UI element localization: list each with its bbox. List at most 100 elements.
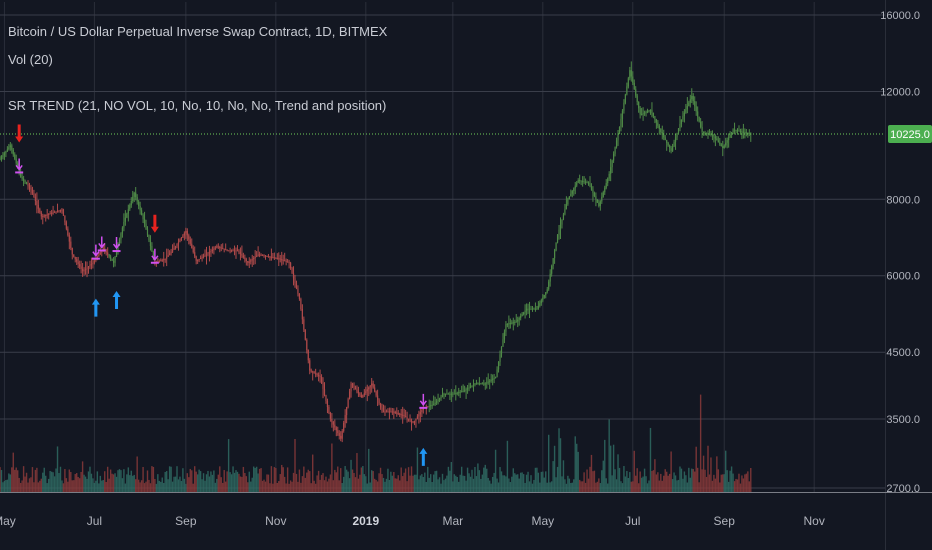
time-tick-label: Jul xyxy=(87,514,102,528)
candle-body xyxy=(587,182,590,184)
volume-bar xyxy=(424,472,426,492)
candle-body xyxy=(149,240,152,246)
candle-body xyxy=(534,308,537,310)
volume-bar xyxy=(272,483,274,492)
volume-bar xyxy=(261,480,264,492)
volume-bar xyxy=(372,471,374,492)
volume-bar xyxy=(397,475,399,492)
candle-body xyxy=(475,383,478,385)
candle-body xyxy=(127,209,129,214)
candle-body xyxy=(558,229,560,235)
candle-body xyxy=(493,377,495,379)
volume-bar xyxy=(559,438,562,492)
candle-body xyxy=(269,256,271,258)
candle-body xyxy=(107,252,109,255)
time-axis[interactable]: May Jul Sep Nov 2019 Mar May Jul Sep Nov xyxy=(0,514,825,528)
volume-bar xyxy=(694,471,696,492)
candle-body xyxy=(28,185,31,188)
volume-bar xyxy=(226,471,228,492)
candle-body xyxy=(626,86,628,95)
candle-body xyxy=(595,196,597,200)
volume-bar xyxy=(596,481,599,492)
candle-body xyxy=(692,95,694,102)
volume-bar xyxy=(219,466,221,492)
candle-body xyxy=(315,373,317,375)
volume-bar xyxy=(463,475,466,492)
candle-body xyxy=(701,126,703,133)
volume-bar xyxy=(356,453,358,492)
candle-body xyxy=(511,322,513,324)
volume-bar xyxy=(202,473,205,492)
volume-bar xyxy=(406,481,408,492)
volume-bar xyxy=(537,472,540,492)
candle-body xyxy=(462,390,464,392)
volume-bar xyxy=(542,471,544,492)
volume-bar xyxy=(683,471,686,492)
candle-body xyxy=(161,259,163,261)
volume-bar xyxy=(483,467,485,492)
price-tick-label: 2700.0 xyxy=(886,483,920,495)
candle-body xyxy=(335,427,337,431)
candle-body xyxy=(472,384,475,386)
candle-body xyxy=(509,323,511,325)
candle-body xyxy=(238,250,240,253)
volume-bar xyxy=(688,467,690,492)
volume-bar xyxy=(400,467,402,492)
volume-bar xyxy=(455,475,457,492)
time-tick-label: Sep xyxy=(714,514,736,528)
candle-body xyxy=(86,267,88,269)
volume-bar xyxy=(101,480,103,492)
trend-marker-icon xyxy=(15,158,23,171)
volume-bar xyxy=(289,480,292,492)
candle-body xyxy=(621,110,624,119)
candle-body xyxy=(146,229,149,235)
legend-volume[interactable]: Vol (20) xyxy=(8,52,53,67)
price-series xyxy=(0,61,752,443)
candle-body xyxy=(360,395,362,398)
volume-bar xyxy=(250,481,252,492)
volume-bar xyxy=(469,476,472,492)
candle-body xyxy=(58,210,60,212)
volume-bar xyxy=(716,456,718,492)
buy-arrow-icon xyxy=(112,291,121,310)
candle-body xyxy=(399,413,401,415)
candle-body xyxy=(354,387,357,390)
candle-body xyxy=(266,255,268,257)
volume-bar xyxy=(735,478,737,492)
candle-body xyxy=(738,130,740,132)
candle-body xyxy=(517,319,519,322)
chart-title[interactable]: Bitcoin / US Dollar Perpetual Inverse Sw… xyxy=(8,24,388,39)
candle-body xyxy=(523,312,525,315)
candle-body xyxy=(256,255,258,257)
candle-body xyxy=(278,258,280,260)
volume-bar xyxy=(244,472,246,492)
candle-body xyxy=(711,134,714,136)
price-axis[interactable]: 16000.0 12000.0 8000.0 6000.0 4500.0 3500.0 27… xyxy=(880,10,920,495)
candle-body xyxy=(390,411,392,413)
candle-body xyxy=(695,106,697,112)
candle-body xyxy=(36,201,38,205)
volume-bar xyxy=(350,459,352,492)
candle-body xyxy=(577,180,579,183)
candle-body xyxy=(117,245,119,252)
volume-bar xyxy=(117,470,119,492)
volume-bar xyxy=(719,482,721,492)
volume-bar xyxy=(446,475,448,492)
legend-indicator[interactable]: SR TREND (21, NO VOL, 10, No, 10, No, No… xyxy=(8,98,387,113)
candle-body xyxy=(288,262,290,264)
candle-body xyxy=(394,412,396,414)
volume-bar xyxy=(381,474,383,492)
volume-bar xyxy=(344,466,346,492)
candle-body xyxy=(33,193,35,198)
volume-bar xyxy=(441,473,444,492)
candle-body xyxy=(46,214,48,216)
candle-body xyxy=(241,253,243,256)
volume-bar xyxy=(323,480,326,492)
volume-bar xyxy=(679,466,681,492)
volume-bar xyxy=(121,478,124,492)
candle-body xyxy=(267,256,270,258)
candle-body xyxy=(733,129,736,131)
volume-bar xyxy=(254,467,256,492)
candle-body xyxy=(672,146,674,151)
